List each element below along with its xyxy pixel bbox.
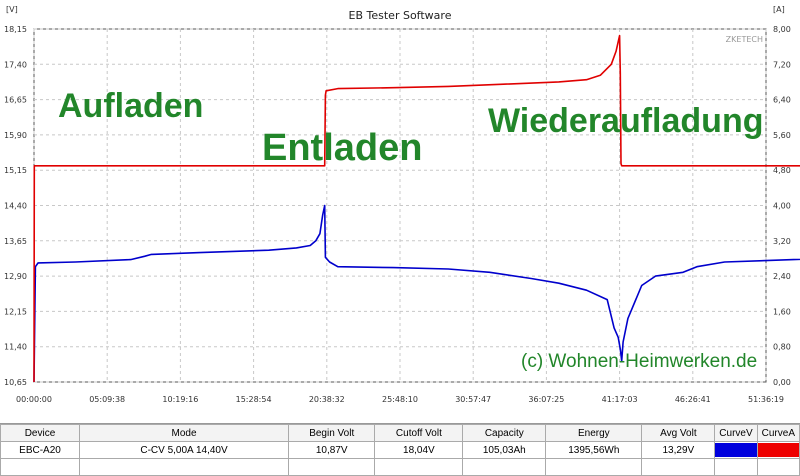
x-tick-label: 05:09:38 bbox=[89, 395, 125, 404]
x-tick-label: 36:07:25 bbox=[528, 395, 564, 404]
y-left-tick-label: 16,65 bbox=[4, 96, 27, 105]
y-left-axis: 18,15 17,40 16,65 15,90 15,15 14,40 13,65 12,90… bbox=[4, 25, 27, 387]
x-tick-label: 00:00:00 bbox=[16, 395, 52, 404]
x-tick-label: 41:17:03 bbox=[602, 395, 638, 404]
y-right-tick-label: 7,20 bbox=[773, 60, 791, 69]
x-axis: 00:00:00 05:09:38 10:19:16 15:28:54 20:38:32… bbox=[16, 395, 784, 404]
x-tick-label: 15:28:54 bbox=[236, 395, 272, 404]
value-begin-volt: 10,87V bbox=[287, 441, 376, 459]
header-begin-volt: Begin Volt bbox=[287, 424, 376, 442]
y-right-tick-label: 6,40 bbox=[773, 96, 791, 105]
y-right-tick-label: 0,00 bbox=[773, 378, 791, 387]
x-tick-label: 46:26:41 bbox=[675, 395, 711, 404]
header-curve-v: CurveV bbox=[714, 424, 758, 442]
y-left-tick-label: 18,15 bbox=[4, 25, 27, 34]
header-capacity: Capacity bbox=[462, 424, 547, 442]
y-right-tick-label: 4,80 bbox=[773, 166, 791, 175]
chart-area: EB Tester Software [V] [A] 18,15 17,40 16,… bbox=[4, 5, 800, 404]
header-mode: Mode bbox=[79, 424, 289, 442]
y-right-tick-label: 0,80 bbox=[773, 343, 791, 352]
info-table: Device Mode Begin Volt Cutoff Volt Capac… bbox=[0, 424, 800, 476]
info-empty-row bbox=[0, 458, 800, 476]
info-header-row: Device Mode Begin Volt Cutoff Volt Capac… bbox=[0, 424, 800, 442]
header-device: Device bbox=[0, 424, 80, 442]
y-left-tick-label: 14,40 bbox=[4, 202, 27, 211]
value-energy: 1395,56Wh bbox=[545, 441, 643, 459]
y-left-tick-label: 11,40 bbox=[4, 343, 27, 352]
y-right-tick-label: 8,00 bbox=[773, 25, 791, 34]
left-unit-label: [V] bbox=[6, 5, 18, 14]
zketech-watermark: ZKETECH bbox=[726, 35, 763, 44]
y-right-tick-label: 4,00 bbox=[773, 202, 791, 211]
x-tick-label: 30:57:47 bbox=[455, 395, 491, 404]
header-avg-volt: Avg Volt bbox=[641, 424, 716, 442]
y-left-tick-label: 15,15 bbox=[4, 166, 27, 175]
annotation-entladen: Entladen bbox=[262, 127, 422, 169]
header-curve-a: CurveA bbox=[756, 424, 800, 442]
annotation-aufladen: Aufladen bbox=[58, 87, 203, 125]
value-cutoff-volt: 18,04V bbox=[374, 441, 464, 459]
value-device: EBC-A20 bbox=[0, 441, 80, 459]
x-tick-label: 51:36:19 bbox=[748, 395, 784, 404]
x-tick-label: 25:48:10 bbox=[382, 395, 418, 404]
series-group bbox=[33, 34, 800, 383]
x-tick-label: 10:19:16 bbox=[162, 395, 198, 404]
header-energy: Energy bbox=[545, 424, 643, 442]
value-mode: C-CV 5,00A 14,40V bbox=[79, 441, 289, 459]
value-capacity: 105,03Ah bbox=[462, 441, 547, 459]
info-panel: Device Mode Begin Volt Cutoff Volt Capac… bbox=[0, 423, 800, 476]
y-left-tick-label: 13,65 bbox=[4, 237, 27, 246]
chart-title: EB Tester Software bbox=[349, 9, 452, 22]
grid-lines bbox=[33, 28, 767, 383]
series-line-curvea bbox=[33, 34, 800, 383]
y-left-tick-label: 12,90 bbox=[4, 272, 27, 281]
y-left-tick-label: 15,90 bbox=[4, 131, 27, 140]
header-cutoff-volt: Cutoff Volt bbox=[374, 424, 464, 442]
y-right-tick-label: 1,60 bbox=[773, 307, 791, 316]
value-avg-volt: 13,29V bbox=[641, 441, 716, 459]
x-tick-label: 20:38:32 bbox=[309, 395, 345, 404]
annotation-wiederaufladung: Wiederaufladung bbox=[488, 102, 764, 140]
y-right-axis: 8,00 7,20 6,40 5,60 4,80 4,00 3,20 2,40 1,60 0,80… bbox=[773, 25, 791, 387]
y-right-tick-label: 2,40 bbox=[773, 272, 791, 281]
annotation-copyright: (c) Wohnen-Heimwerken.de bbox=[521, 351, 757, 372]
right-unit-label: [A] bbox=[773, 5, 785, 14]
y-left-tick-label: 10,65 bbox=[4, 378, 27, 387]
y-right-tick-label: 3,20 bbox=[773, 237, 791, 246]
y-right-tick-label: 5,60 bbox=[773, 131, 791, 140]
series-line-curvev bbox=[33, 204, 800, 383]
y-left-tick-label: 17,40 bbox=[4, 60, 27, 69]
curve-v-swatch[interactable] bbox=[714, 441, 758, 459]
y-left-tick-label: 12,15 bbox=[4, 307, 27, 316]
info-data-row: EBC-A20 C-CV 5,00A 14,40V 10,87V 18,04V … bbox=[0, 441, 800, 459]
curve-a-swatch[interactable] bbox=[756, 441, 800, 459]
